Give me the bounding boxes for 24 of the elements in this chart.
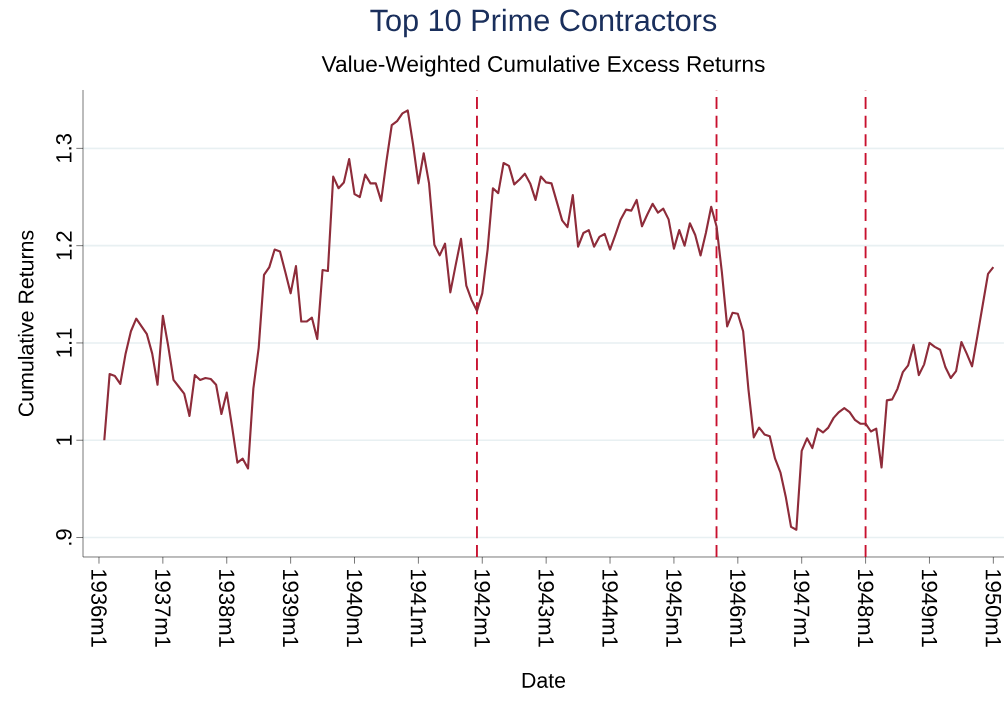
x-tick-label: 1949m1 <box>921 570 938 647</box>
x-tick-label: 1940m1 <box>346 570 363 647</box>
y-tick-label: 1.2 <box>56 231 72 260</box>
x-tick-label: 1936m1 <box>91 570 107 647</box>
y-tick-label: 1.1 <box>56 328 72 357</box>
y-axis-title: Cumulative Returns <box>17 230 34 417</box>
x-tick-label: 1947m1 <box>793 570 810 647</box>
x-tick-label: 1941m1 <box>410 570 427 647</box>
chart-subtitle: Value-Weighted Cumulative Excess Returns <box>321 55 765 77</box>
x-tick-label: 1946m1 <box>730 570 746 647</box>
x-axis-title: Date <box>522 673 566 688</box>
x-tick-label: 1937m1 <box>155 570 171 647</box>
x-tick-label: 1948m1 <box>857 570 874 647</box>
x-tick-label: 1938m1 <box>218 570 235 647</box>
x-tick-label: 1939m1 <box>282 570 299 647</box>
chart-title: Top 10 Prime Contractors <box>370 8 717 38</box>
y-tick-label: 1 <box>56 435 72 445</box>
x-tick-label: 1945m1 <box>666 570 682 647</box>
x-tick-label: 1943m1 <box>538 570 554 647</box>
y-tick-label: 1.3 <box>56 134 72 162</box>
x-tick-label: 1944m1 <box>602 570 618 647</box>
x-tick-label: 1950m1 <box>985 570 1002 647</box>
y-tick-label: .9 <box>56 529 72 545</box>
x-tick-label: 1942m1 <box>474 570 491 647</box>
